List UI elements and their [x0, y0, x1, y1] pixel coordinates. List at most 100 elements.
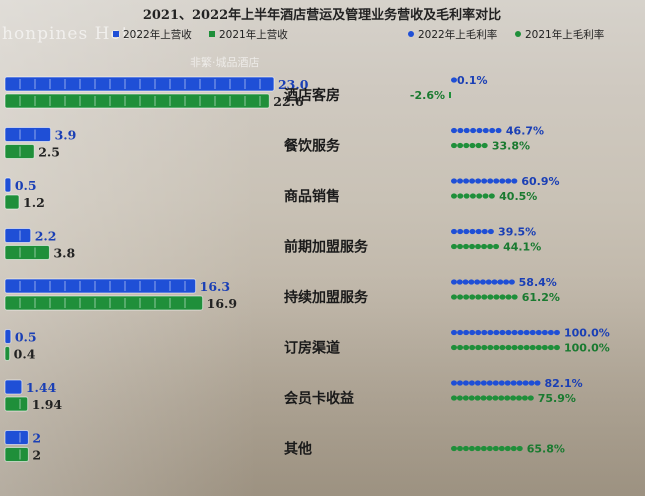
margin-dot-2022 — [474, 380, 481, 386]
margin-dot-2022 — [493, 329, 500, 336]
margin-value-label: 39.5% — [498, 226, 536, 239]
margin-dot-2022 — [487, 178, 494, 184]
margin-dot-2022 — [479, 279, 486, 285]
margin-dot-2021 — [499, 344, 506, 351]
margin-dot-2021 — [476, 193, 483, 199]
margin-dot-2021 — [451, 395, 457, 401]
margin-dot-2022 — [451, 380, 457, 386]
category-label: 酒店客房 — [284, 87, 340, 104]
margin-dot-2022 — [474, 279, 481, 285]
margin-dot-2021 — [493, 344, 500, 351]
margin-dot-2021 — [451, 445, 457, 452]
legend-marker-margin-2022 — [408, 31, 414, 37]
margin-dot-2022 — [487, 228, 494, 235]
margin-dot-2022 — [482, 127, 489, 134]
revenue-value-label: 2 — [32, 448, 41, 463]
margin-dot-2022 — [462, 279, 469, 285]
margin-dot-2021 — [504, 445, 511, 452]
margin-dot-2022 — [481, 228, 488, 235]
revenue-value-label: 2 — [32, 431, 41, 446]
revenue-bar-2022 — [4, 379, 23, 395]
margin-value-label: 46.7% — [506, 125, 544, 138]
margin-dot-2021 — [498, 395, 505, 401]
margin-dot-2022 — [495, 127, 502, 134]
revenue-value-label: 0.5 — [15, 330, 37, 345]
legend-label-revenue-2022: 2022年上营收 — [123, 28, 192, 41]
margin-dot-2021 — [504, 395, 511, 401]
margin-dot-2021 — [469, 193, 476, 199]
revenue-bar-2022 — [4, 278, 197, 294]
margin-dot-2021 — [481, 142, 488, 149]
margin-dot-2022 — [451, 329, 457, 336]
margin-dot-2021 — [480, 445, 487, 452]
margin-dot-2021 — [523, 344, 530, 351]
margin-dot-2021 — [468, 445, 475, 452]
margin-value-label: 82.1% — [544, 377, 582, 390]
margin-dot-2022 — [475, 228, 482, 235]
margin-dot-2022 — [457, 329, 464, 336]
margin-value-label: 60.9% — [521, 175, 559, 188]
margin-dot-2022 — [451, 178, 457, 184]
margin-dot-2022 — [457, 228, 464, 235]
margin-dot-2021 — [493, 243, 500, 250]
margin-dot-2021 — [517, 344, 524, 351]
margin-dot-2022 — [481, 178, 488, 184]
margin-dot-2021 — [463, 344, 470, 351]
margin-dot-2021 — [487, 344, 494, 351]
margin-dot-2021 — [488, 193, 495, 199]
margin-dot-2021 — [462, 445, 469, 452]
margin-dot-2022 — [499, 178, 506, 184]
margin-dot-2021 — [457, 243, 464, 250]
margin-dot-2021 — [486, 395, 493, 401]
margin-dot-2022 — [503, 279, 510, 285]
category-label: 订房渠道 — [284, 340, 340, 357]
category-label: 持续加盟服务 — [284, 289, 369, 306]
legend-label-revenue-2021: 2021年上营收 — [219, 28, 288, 41]
category-label: 其他 — [284, 441, 312, 458]
margin-dot-2022 — [451, 77, 457, 83]
margin-value-label: -2.6% — [410, 89, 445, 102]
revenue-bar-2022 — [4, 76, 275, 92]
margin-dot-2022 — [553, 329, 560, 336]
margin-dot-2021 — [487, 243, 494, 250]
margin-dot-2021 — [451, 142, 457, 149]
margin-value-label: 40.5% — [499, 190, 537, 203]
margin-dot-2021 — [516, 445, 523, 452]
margin-dot-2022 — [469, 329, 476, 336]
margin-dot-2021 — [475, 344, 482, 351]
legend-marker-margin-2021 — [515, 31, 521, 37]
margin-dot-2022 — [463, 127, 470, 134]
margin-dot-2021 — [475, 243, 482, 250]
margin-dot-2022 — [534, 380, 541, 386]
margin-dot-2021 — [481, 243, 488, 250]
margin-dot-2022 — [481, 329, 488, 336]
margin-dot-2022 — [492, 380, 499, 386]
margin-value-label: 75.9% — [538, 392, 576, 405]
revenue-bar-2021 — [4, 93, 270, 109]
margin-dot-2021 — [474, 395, 481, 401]
category-label: 会员卡收益 — [284, 390, 354, 407]
margin-dot-2021 — [516, 395, 523, 401]
margin-dot-2021 — [521, 395, 528, 401]
category-label: 商品销售 — [284, 188, 340, 205]
margin-dot-2022 — [487, 329, 494, 336]
revenue-value-label: 0.4 — [14, 347, 36, 362]
margin-value-label: 61.2% — [522, 291, 560, 304]
revenue-value-label: 2.5 — [38, 145, 60, 160]
margin-dot-2022 — [511, 329, 518, 336]
margin-dot-2021 — [481, 294, 488, 300]
margin-dot-2021 — [527, 395, 534, 401]
revenue-value-label: 23.0 — [278, 77, 309, 92]
revenue-bar-2022 — [4, 228, 32, 243]
margin-dot-2021 — [505, 344, 512, 351]
margin-dot-2021 — [547, 344, 554, 351]
revenue-value-label: 0.5 — [15, 178, 37, 193]
revenue-value-label: 22.6 — [273, 94, 304, 109]
margin-dot-2022 — [535, 329, 542, 336]
margin-dot-2022 — [469, 228, 476, 235]
margin-dot-2022 — [508, 279, 515, 285]
margin-dot-2021 — [535, 344, 542, 351]
margin-dot-2021 — [474, 445, 481, 452]
